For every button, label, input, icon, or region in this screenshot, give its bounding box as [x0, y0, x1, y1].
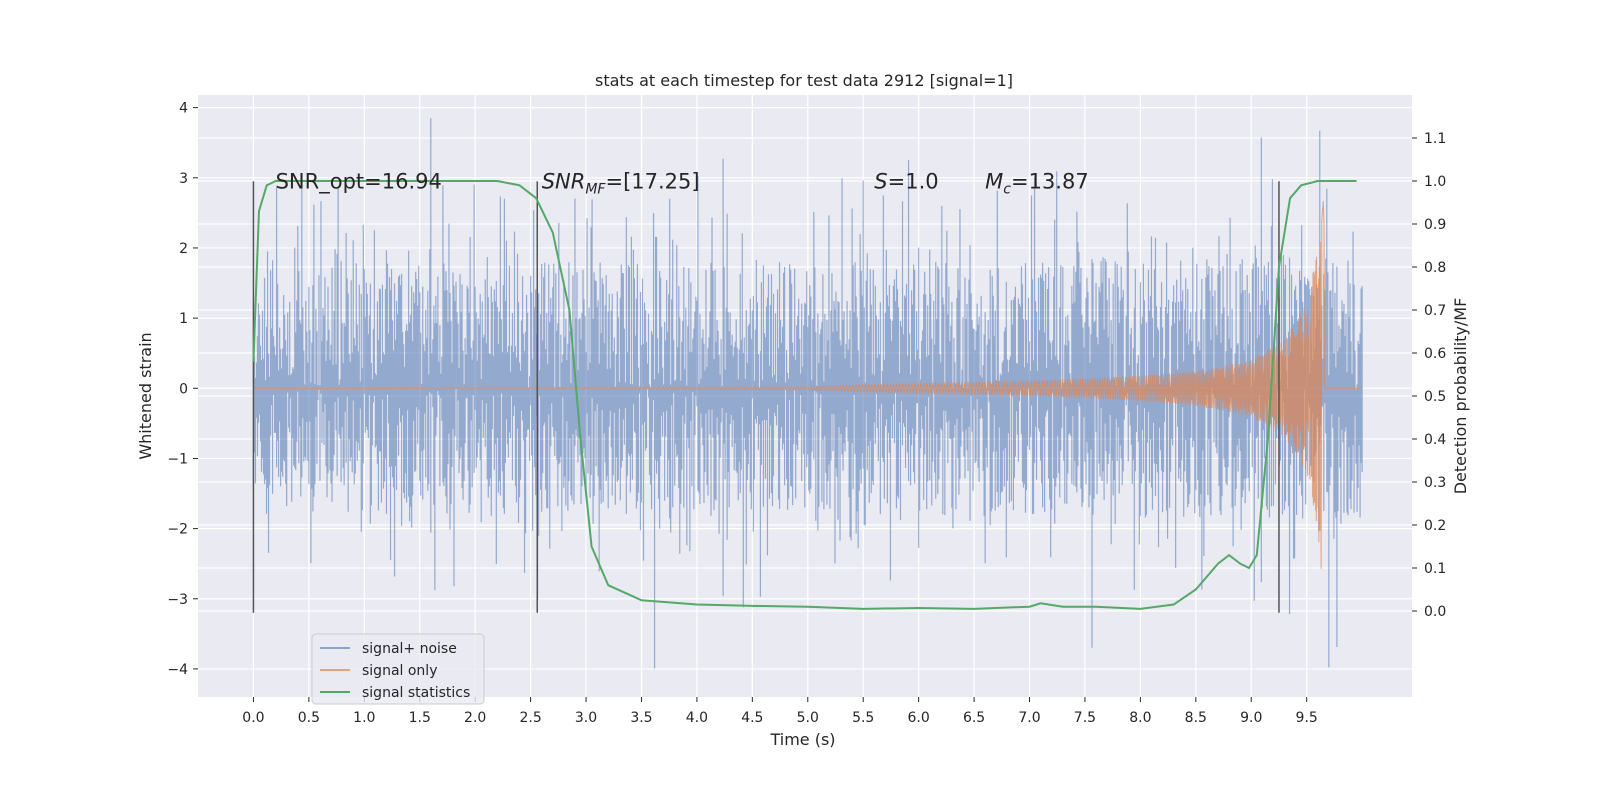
y-right-tick-label: 1.1	[1424, 131, 1446, 147]
y-tick-label: −1	[167, 451, 188, 467]
x-tick-label: 3.5	[630, 710, 652, 726]
x-tick-label: 9.5	[1296, 710, 1318, 726]
x-tick-label: 5.5	[852, 710, 874, 726]
y-right-tick-label: 0.7	[1424, 303, 1446, 319]
x-tick-label: 6.0	[908, 710, 930, 726]
x-tick-label: 4.0	[686, 710, 708, 726]
y-tick-label: 1	[179, 311, 188, 327]
legend-label-signal-statistics: signal statistics	[362, 685, 470, 701]
x-tick-label: 2.0	[464, 710, 486, 726]
signal-statistics-series	[252, 180, 1357, 610]
x-tick-label: 8.0	[1129, 710, 1151, 726]
y-tick-label: −4	[167, 662, 188, 678]
x-tick-label: 7.5	[1074, 710, 1096, 726]
x-tick-label: 5.0	[797, 710, 819, 726]
legend-label-signal-noise: signal+ noise	[362, 641, 457, 657]
legend-box	[311, 633, 485, 705]
x-tick-label: 1.5	[409, 710, 431, 726]
chart-title: stats at each timestep for test data 291…	[595, 71, 1013, 90]
x-tick-label: 0.0	[242, 710, 264, 726]
x-tick-label: 8.5	[1185, 710, 1207, 726]
y-right-tick-label: 0.8	[1424, 260, 1446, 276]
y-right-tick-label: 0.2	[1424, 518, 1446, 534]
y-tick-label: 4	[179, 101, 188, 117]
y-axis-label: Whitened strain	[136, 332, 155, 459]
y-tick-label: −3	[167, 592, 188, 608]
legend-label-signal-only: signal only	[362, 663, 437, 679]
y-right-tick-label: 0.5	[1424, 389, 1446, 405]
x-tick-label: 4.5	[741, 710, 763, 726]
x-tick-label: 3.0	[575, 710, 597, 726]
annotations: SNR_opt=16.94 SNRMF=[17.25] S=1.0 Mc=13.87	[276, 169, 1089, 197]
x-axis-ticks: 0.0 0.5 1.0 1.5 2.0 2.5 3.0 3.5 4.0 4.5 5.0 5.5 6.0 6…	[242, 697, 1318, 726]
y-tick-label: −2	[167, 522, 188, 538]
signal-statistics-line	[252, 180, 1357, 610]
x-tick-label: 1.0	[353, 710, 375, 726]
signal-only-line	[253, 201, 1363, 569]
y-tick-label: 2	[179, 241, 188, 257]
annotation-text: SNRMF=[17.25]	[542, 169, 700, 197]
y-right-tick-label: 0.4	[1424, 432, 1446, 448]
y-right-tick-label: 0.0	[1424, 604, 1446, 620]
vertical-markers	[252, 181, 1280, 613]
y-axis-ticks: −4 −3 −2 −1 0 1 2 3 4	[167, 101, 198, 678]
y-right-tick-label: 0.3	[1424, 475, 1446, 491]
x-tick-label: 7.0	[1018, 710, 1040, 726]
annotation-text: Mc=13.87	[985, 169, 1089, 197]
y-right-tick-label: 0.9	[1424, 217, 1446, 233]
x-tick-label: 9.0	[1240, 710, 1262, 726]
y-right-tick-label: 0.1	[1424, 561, 1446, 577]
y-right-tick-label: 1.0	[1424, 174, 1446, 190]
x-tick-label: 6.5	[963, 710, 985, 726]
x-tick-label: 2.5	[519, 710, 541, 726]
y-right-axis-ticks: 0.0 0.1 0.2 0.3 0.4 0.5 0.6 0.7 0.8 0.9 1.0 1.1	[1412, 131, 1446, 620]
y-right-tick-label: 0.6	[1424, 346, 1446, 362]
x-tick-label: 0.5	[298, 710, 320, 726]
annotation-text: SNR_opt=16.94	[276, 169, 442, 194]
annotation-text: S=1.0	[874, 169, 938, 193]
y-tick-label: 3	[179, 171, 188, 187]
y-right-axis-label: Detection probability/MF	[1451, 298, 1470, 495]
signal-only-series	[253, 201, 1363, 569]
y-tick-label: 0	[179, 381, 188, 397]
x-axis-label: Time (s)	[769, 730, 835, 749]
legend: signal+ noise signal only signal statist…	[311, 633, 485, 705]
